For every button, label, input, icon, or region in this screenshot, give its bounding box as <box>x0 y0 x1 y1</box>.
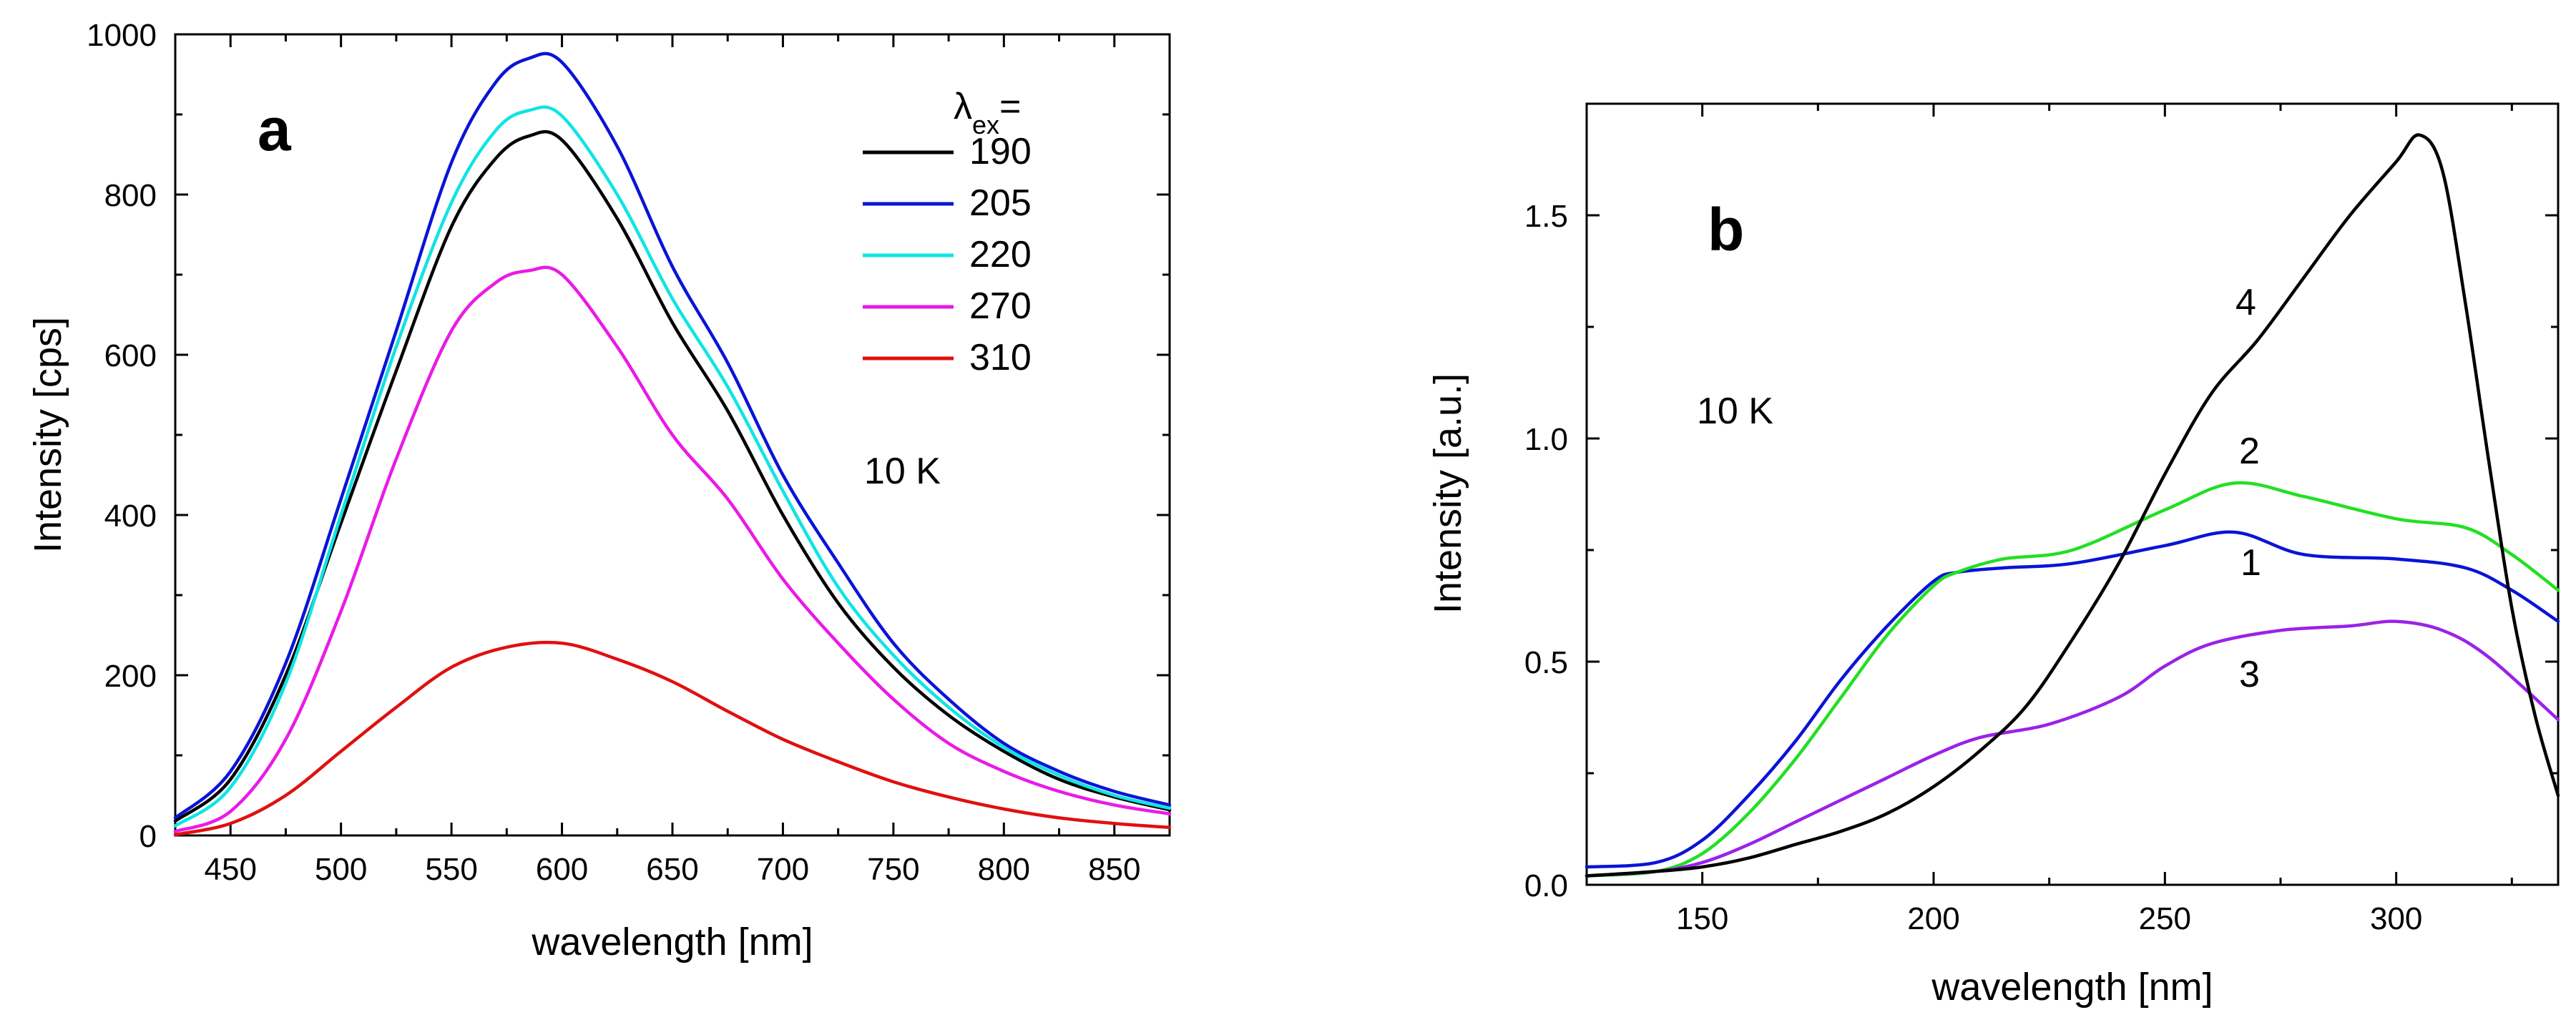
b-y-tick-label: 0.5 <box>1524 645 1568 680</box>
a-series-190 <box>173 129 1172 823</box>
a-y-tick-label: 1000 <box>87 18 157 53</box>
b-y-tick-label: 1.0 <box>1524 422 1568 457</box>
panel-b-y-axis-title: Intensity [a.u.] <box>1426 373 1469 614</box>
panel-b-tick-labels: 150 200 250 300 0.0 0.5 1.0 1.5 <box>1524 199 2423 936</box>
b-x-tick-label: 150 <box>1676 901 1728 936</box>
panel-a-y-axis-title: Intensity [cps] <box>26 317 69 553</box>
panel-a-x-axis-title: wavelength [nm] <box>531 921 813 963</box>
a-x-tick-label: 800 <box>978 852 1030 887</box>
a-x-tick-label: 850 <box>1088 852 1140 887</box>
legend-label-190: 190 <box>969 131 1032 172</box>
legend-entries: 190 205 220 270 310 <box>863 131 1032 378</box>
panel-b-temperature-label: 10 K <box>1697 391 1773 432</box>
a-series-220 <box>173 105 1172 828</box>
legend-title-lambda: λ <box>954 86 972 127</box>
panel-b-frame <box>1585 102 2560 886</box>
a-y-tick-label: 800 <box>104 178 157 213</box>
legend-label-270: 270 <box>969 285 1032 327</box>
legend-label-310: 310 <box>969 337 1032 378</box>
a-x-tick-label: 450 <box>205 852 257 887</box>
panel-a-letter: a <box>258 96 292 163</box>
panel-a-series <box>173 52 1172 837</box>
curve-label-4: 4 <box>2235 282 2256 323</box>
panel-a-temperature-label: 10 K <box>864 451 941 492</box>
panel-a-ticks <box>174 33 1171 837</box>
curve-label-2: 2 <box>2239 431 2260 472</box>
curve-label-3: 3 <box>2239 654 2260 695</box>
legend-title-sub: ex <box>972 110 999 139</box>
panel-a: 450 500 550 600 650 700 750 800 850 0 200 400 600 800… <box>26 18 1172 963</box>
a-x-tick-label: 600 <box>536 852 588 887</box>
panel-b-letter: b <box>1708 196 1744 263</box>
b-x-tick-label: 200 <box>1907 901 1959 936</box>
panel-b-x-axis-title: wavelength [nm] <box>1931 966 2213 1009</box>
a-x-tick-label: 650 <box>646 852 698 887</box>
a-x-tick-label: 750 <box>867 852 919 887</box>
a-y-tick-label: 0 <box>139 819 157 854</box>
a-series-205 <box>173 52 1172 820</box>
a-y-tick-label: 600 <box>104 338 157 373</box>
b-series-3 <box>1585 619 2560 878</box>
legend-label-205: 205 <box>969 182 1032 224</box>
a-series-310 <box>173 640 1172 837</box>
a-x-tick-label: 550 <box>425 852 477 887</box>
a-y-tick-label: 400 <box>104 499 157 534</box>
b-series-1 <box>1585 530 2560 869</box>
legend-title: λex= <box>954 86 1021 139</box>
a-y-tick-label: 200 <box>104 659 157 694</box>
legend-title-eq: = <box>999 86 1021 127</box>
panel-a-legend: λex= 190 205 220 270 310 <box>863 86 1032 378</box>
b-y-tick-label: 0.0 <box>1524 868 1568 903</box>
panel-a-tick-labels: 450 500 550 600 650 700 750 800 850 0 200 400 600 800… <box>87 18 1140 887</box>
panel-b-series <box>1585 133 2560 878</box>
a-x-tick-label: 700 <box>757 852 809 887</box>
b-series-4 <box>1585 133 2560 878</box>
b-series-2 <box>1585 481 2560 878</box>
b-x-tick-label: 250 <box>2139 901 2191 936</box>
b-x-tick-label: 300 <box>2370 901 2422 936</box>
a-x-tick-label: 500 <box>315 852 367 887</box>
curve-label-1: 1 <box>2240 542 2261 584</box>
b-y-tick-label: 1.5 <box>1524 199 1568 234</box>
a-series-270 <box>173 265 1172 833</box>
legend-label-220: 220 <box>969 234 1032 275</box>
